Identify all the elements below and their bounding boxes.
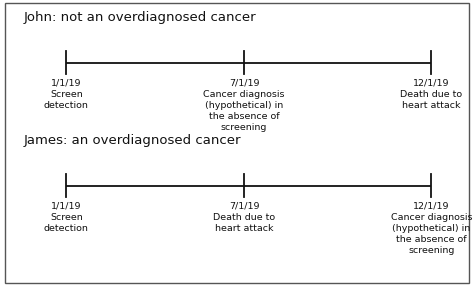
Text: 1/1/19
Screen
detection: 1/1/19 Screen detection xyxy=(44,79,89,110)
Text: John: not an overdiagnosed cancer: John: not an overdiagnosed cancer xyxy=(24,11,256,24)
Text: 7/1/19
Death due to
heart attack: 7/1/19 Death due to heart attack xyxy=(213,202,275,233)
Text: 7/1/19
Cancer diagnosis
(hypothetical) in
the absence of
screening: 7/1/19 Cancer diagnosis (hypothetical) i… xyxy=(203,79,285,132)
Text: 1/1/19
Screen
detection: 1/1/19 Screen detection xyxy=(44,202,89,233)
Text: James: an overdiagnosed cancer: James: an overdiagnosed cancer xyxy=(24,134,241,147)
Text: 12/1/19
Death due to
heart attack: 12/1/19 Death due to heart attack xyxy=(400,79,463,110)
FancyBboxPatch shape xyxy=(5,3,469,283)
Text: 12/1/19
Cancer diagnosis
(hypothetical) in
the absence of
screening: 12/1/19 Cancer diagnosis (hypothetical) … xyxy=(391,202,472,255)
